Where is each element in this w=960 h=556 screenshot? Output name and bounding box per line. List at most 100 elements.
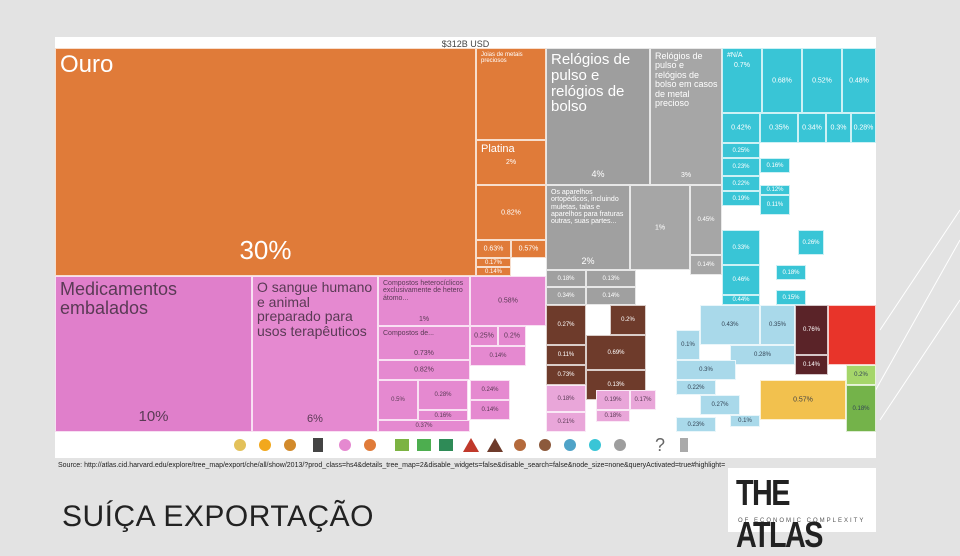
tile-value: 0.34% <box>802 124 822 132</box>
treemap-tile: 0.13% <box>586 270 636 287</box>
tile-value: 0.24% <box>481 387 499 393</box>
treemap-tile: 0.19% <box>596 390 630 410</box>
treemap-tile: 0.1% <box>676 330 700 360</box>
tile-value: 2% <box>581 255 595 266</box>
treemap-tile: 0.2% <box>498 326 526 346</box>
tile-value: 0.3% <box>830 124 847 132</box>
treemap-tile: Joias de metais preciosos <box>476 48 546 140</box>
logo-subtitle: OF ECONOMIC COMPLEXITY <box>738 518 866 524</box>
treemap-tile: #N/A 0.7% <box>722 48 762 113</box>
treemap-tile: 0.3% <box>676 360 736 380</box>
tile-value: 0.19% <box>604 397 622 403</box>
treemap-tile: 0.18% <box>546 385 586 412</box>
tile-value: 0.11% <box>766 202 784 208</box>
tile-value: 0.13% <box>602 275 620 282</box>
tile-value: 0.2% <box>621 317 635 323</box>
treemap-tile: 0.14% <box>476 267 511 276</box>
tile-label: Compostos de... <box>383 330 434 337</box>
tile-value: 30% <box>239 234 292 265</box>
tile-value: 0.34% <box>557 293 575 299</box>
tile-value: 0.2% <box>854 372 868 378</box>
tile-value: 0.57% <box>518 245 539 253</box>
treemap-tile: 0.18% <box>596 410 630 422</box>
treemap-tile: 0.43% <box>700 305 760 345</box>
tile-value: 0.19% <box>732 195 750 202</box>
chart-title: $312B USD <box>441 39 490 49</box>
treemap-tile: Compostos heterocíclicos exclusivamente … <box>378 276 470 326</box>
tile-value: 0.3% <box>699 367 713 373</box>
treemap-tile: 0.42% <box>722 113 760 143</box>
treemap-tile: 0.15% <box>776 290 806 305</box>
treemap-tile: 0.45% <box>690 185 722 255</box>
treemap-tile: 0.14% <box>795 355 828 375</box>
tile-value: 0.21% <box>557 419 575 425</box>
tile-value: 0.7% <box>734 62 750 69</box>
tile-value: 0.63% <box>483 245 504 253</box>
tile-value: 6% <box>307 412 323 425</box>
tile-value: 0.16% <box>434 413 452 419</box>
treemap-tile: 0.17% <box>630 390 656 410</box>
tile-value: 0.22% <box>687 384 705 391</box>
tile-value: 0.82% <box>414 366 434 374</box>
treemap-tile: Platina 2% <box>476 140 546 185</box>
tile-value: 0.33% <box>732 244 750 251</box>
tile-value: 0.35% <box>768 322 786 328</box>
treemap-tile: 0.69% <box>586 335 646 370</box>
tile-value: 0.18% <box>782 269 800 276</box>
tile-value: 0.17% <box>484 259 502 266</box>
tile-value: 0.14% <box>484 268 502 275</box>
tile-value: 1% <box>418 316 430 323</box>
treemap-tile: 0.82% <box>476 185 546 240</box>
tile-value: 0.28% <box>434 392 452 398</box>
tile-value: 0.22% <box>732 180 750 187</box>
tile-label: Joias de metais preciosos <box>481 52 523 65</box>
treemap-tile: 0.58% <box>470 276 546 326</box>
treemap-tile: 0.63% <box>476 240 511 258</box>
tile-value: 0.82% <box>501 209 521 216</box>
source-note: Source: http://atlas.cid.harvard.edu/exp… <box>58 462 726 469</box>
tile-value: 0.25% <box>732 147 750 154</box>
tile-value: 0.52% <box>812 77 832 84</box>
treemap-tile: 0.22% <box>676 380 716 395</box>
treemap-tile: 0.34% <box>546 287 586 305</box>
treemap-tile <box>828 305 876 365</box>
treemap-tile: 0.34% <box>798 113 826 143</box>
tile-value: 0.43% <box>721 322 739 328</box>
treemap-tile: 0.16% <box>760 158 790 173</box>
treemap-tile: 0.2% <box>846 365 876 385</box>
tile-value: 0.17% <box>634 397 652 403</box>
category-icons: ? <box>55 432 876 458</box>
tile-value: 0.18% <box>557 275 575 282</box>
tile-label: Compostos heterocíclicos exclusivamente … <box>383 280 464 302</box>
tile-value: 0.14% <box>697 262 715 268</box>
treemap-tile: 0.76% <box>795 305 828 355</box>
tile-value: 0.57% <box>793 396 813 404</box>
tile-value: 0.23% <box>732 164 750 170</box>
treemap-tile: 0.14% <box>690 255 722 275</box>
tile-value: 0.42% <box>731 124 751 132</box>
tile-value: 2% <box>505 159 517 166</box>
tile-value: 0.27% <box>711 402 729 408</box>
tile-value: 0.28% <box>853 124 874 132</box>
treemap-tile: 0.18% <box>846 385 876 432</box>
tile-value: 0.16% <box>766 162 784 169</box>
treemap-tile: 1% <box>630 185 690 270</box>
treemap-tile: 0.28% <box>730 345 795 365</box>
tile-value: 0.14% <box>802 362 820 368</box>
tile-value: 0.73% <box>557 372 575 378</box>
treemap-tile: 0.11% <box>760 195 790 215</box>
tile-value: 0.14% <box>602 293 620 299</box>
tile-value: 0.25% <box>474 332 494 340</box>
tile-value: 1% <box>654 224 666 231</box>
treemap-tile: 0.33% <box>722 230 760 265</box>
treemap-tile: 0.22% <box>722 176 760 191</box>
treemap-tile: 0.48% <box>842 48 876 113</box>
tile-value: 0.5% <box>391 397 405 403</box>
treemap-tile: 0.25% <box>470 326 498 346</box>
tile-value: 0.69% <box>607 349 625 356</box>
tile-value: 0.1% <box>681 342 695 348</box>
treemap-tile: 0.24% <box>470 380 510 400</box>
treemap-tile: 0.14% <box>586 287 636 305</box>
treemap-tile: 0.14% <box>470 400 510 420</box>
treemap-tile: 0.27% <box>546 305 586 345</box>
